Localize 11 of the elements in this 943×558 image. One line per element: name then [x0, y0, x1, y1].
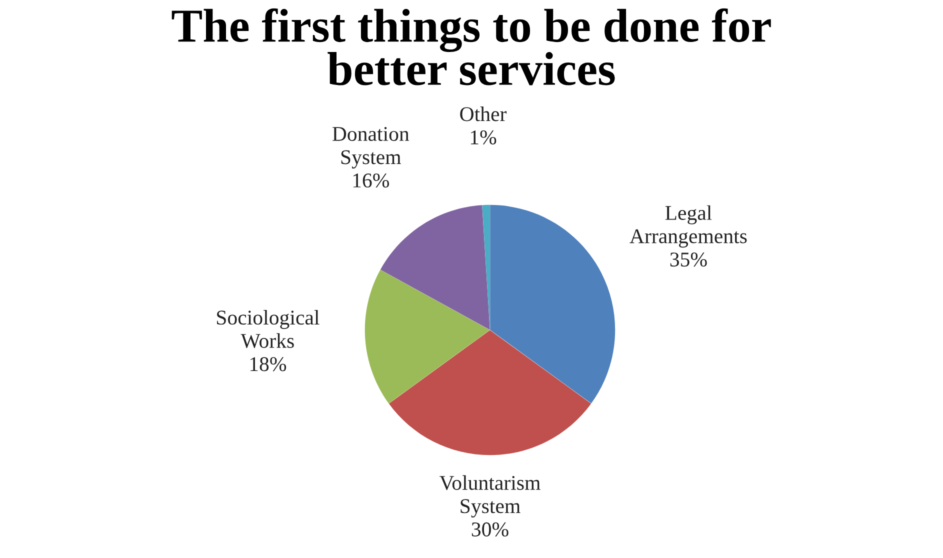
chart-title: The first things to be done for better services [172, 8, 771, 86]
data-label: 1% [470, 130, 496, 144]
data-label: 35% [670, 252, 707, 267]
slice-label: Donation System [332, 126, 410, 168]
data-label: 16% [353, 173, 390, 188]
slice-label: Voluntarism System [439, 475, 540, 518]
data-label: 18% [250, 357, 286, 372]
data-label: 30% [472, 522, 508, 537]
slice-label: Sociological Works [217, 310, 320, 348]
slice-label: Legal Arrangements [630, 205, 747, 248]
slice-label: Other [460, 106, 507, 122]
